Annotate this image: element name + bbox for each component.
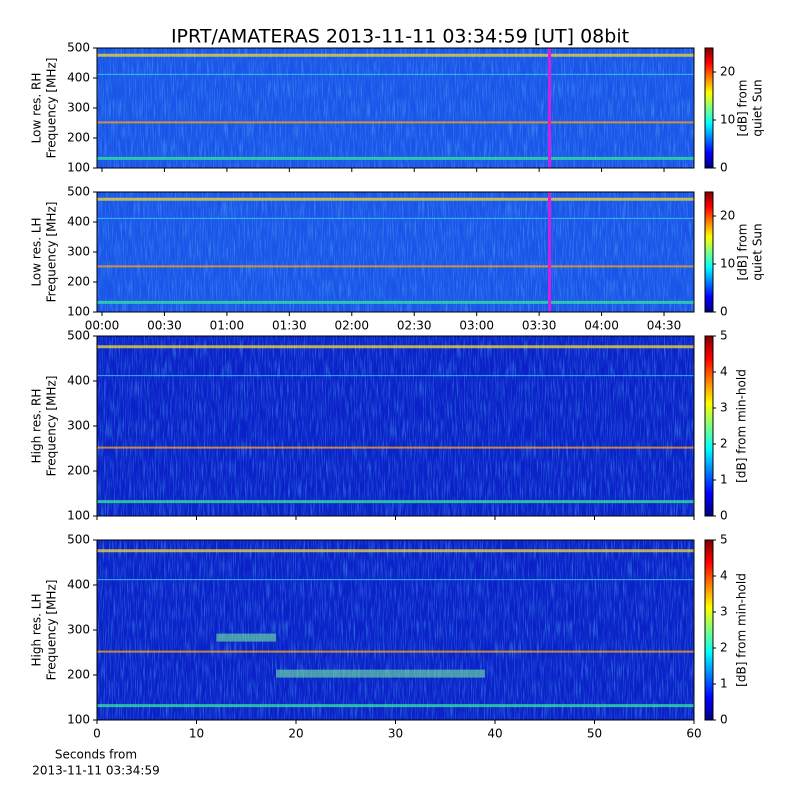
x-tick-label: 03:00: [459, 319, 494, 333]
x-tick-label: 02:00: [334, 319, 369, 333]
colorbar-tick-label: 0: [720, 161, 728, 175]
y-axis-label: High res. RH: [30, 389, 44, 464]
colorbar-tick-label: 20: [720, 209, 735, 223]
y-tick-label: 500: [67, 185, 90, 199]
y-tick-label: 100: [67, 161, 90, 175]
colorbar-label: [dB] from min-hold: [735, 369, 749, 483]
colorbar: [704, 191, 714, 313]
x-tick-label: 02:30: [397, 319, 432, 333]
colorbar: [704, 539, 714, 721]
x-tick-label: 30: [388, 727, 403, 741]
colorbar-label: [dB] from: [736, 80, 750, 137]
y-tick-label: 400: [67, 71, 90, 85]
x-tick-label: 10: [189, 727, 204, 741]
colorbar-tick-label: 5: [720, 329, 728, 343]
x-tick-label: 03:30: [522, 319, 557, 333]
colorbar-label: [dB] from min-hold: [735, 573, 749, 687]
colorbar-tick-label: 10: [720, 113, 735, 127]
colorbar-tick-label: 5: [720, 533, 728, 547]
colorbar-tick-label: 3: [720, 401, 728, 415]
y-tick-label: 300: [67, 101, 90, 115]
y-axis-label: High res. LH: [30, 593, 44, 666]
spectrogram-texture: [97, 192, 694, 312]
spectrogram-texture: [97, 336, 694, 516]
colorbar: [704, 47, 714, 169]
spectrogram-texture: [97, 48, 694, 168]
colorbar-tick-label: 3: [720, 605, 728, 619]
y-tick-label: 200: [67, 131, 90, 145]
colorbar-tick-label: 0: [720, 305, 728, 319]
colorbar-tick-label: 10: [720, 257, 735, 271]
y-tick-label: 500: [67, 533, 90, 547]
y-tick-label: 300: [67, 419, 90, 433]
colorbar-label: [dB] from: [736, 224, 750, 281]
colorbar-tick-label: 2: [720, 437, 728, 451]
burst-region: [216, 633, 277, 642]
y-tick-label: 200: [67, 464, 90, 478]
y-tick-label: 100: [67, 305, 90, 319]
x-tick-label: 04:00: [584, 319, 619, 333]
x-tick-label: 40: [487, 727, 502, 741]
x-axis-label: Seconds from: [55, 748, 137, 762]
colorbar-tick-label: 0: [720, 713, 728, 727]
colorbar-label: quiet Sun: [751, 79, 765, 136]
colorbar-tick-label: 2: [720, 641, 728, 655]
colorbar-tick-label: 1: [720, 473, 728, 487]
x-tick-label: 04:30: [647, 319, 682, 333]
y-tick-label: 100: [67, 509, 90, 523]
colorbar-tick-label: 4: [720, 569, 728, 583]
colorbar: [704, 335, 714, 517]
x-tick-label: 0: [93, 727, 101, 741]
x-tick-label: 60: [686, 727, 701, 741]
x-tick-label: 00:00: [85, 319, 120, 333]
colorbar-tick-label: 1: [720, 677, 728, 691]
colorbar-tick-label: 20: [720, 65, 735, 79]
colorbar-label: quiet Sun: [751, 223, 765, 280]
x-tick-label: 50: [587, 727, 602, 741]
colorbar-tick-label: 0: [720, 509, 728, 523]
y-tick-label: 400: [67, 578, 90, 592]
spectrogram-texture: [97, 540, 694, 720]
y-tick-label: 500: [67, 41, 90, 55]
x-tick-label: 01:30: [272, 319, 307, 333]
y-tick-label: 400: [67, 374, 90, 388]
y-axis-label: Frequency [MHz]: [45, 58, 59, 159]
x-tick-label: 01:00: [210, 319, 245, 333]
x-axis-label: 2013-11-11 03:34:59: [32, 764, 159, 778]
y-axis-label: Low res. RH: [30, 73, 44, 144]
x-tick-label: 20: [288, 727, 303, 741]
y-tick-label: 300: [67, 245, 90, 259]
y-tick-label: 200: [67, 668, 90, 682]
colorbar-tick-label: 4: [720, 365, 728, 379]
y-axis-label: Frequency [MHz]: [45, 202, 59, 303]
burst-region: [276, 669, 486, 678]
y-tick-label: 300: [67, 623, 90, 637]
x-tick-label: 00:30: [147, 319, 182, 333]
y-tick-label: 100: [67, 713, 90, 727]
y-axis-label: Low res. LH: [30, 217, 44, 286]
title: IPRT/AMATERAS 2013-11-11 03:34:59 [UT] 0…: [171, 26, 629, 48]
y-tick-label: 200: [67, 275, 90, 289]
y-axis-label: Frequency [MHz]: [45, 580, 59, 681]
y-tick-label: 400: [67, 215, 90, 229]
y-axis-label: Frequency [MHz]: [45, 376, 59, 477]
y-tick-label: 500: [67, 329, 90, 343]
